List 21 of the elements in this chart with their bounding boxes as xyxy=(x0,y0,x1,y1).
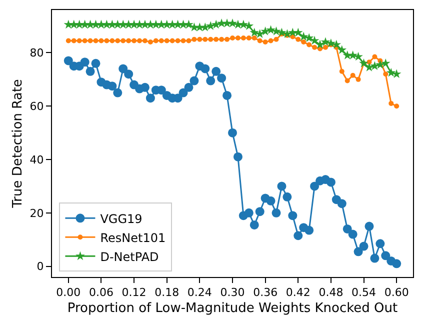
x-tick-label: 0.30 xyxy=(220,286,245,300)
y-tick-label: 0 xyxy=(36,260,44,274)
x-tick-label: 0.36 xyxy=(253,286,278,300)
y-tick-label: 20 xyxy=(30,206,44,220)
x-tick-label: 0.42 xyxy=(286,286,310,300)
x-tick-label: 0.18 xyxy=(154,286,180,300)
x-tick-label: 0.60 xyxy=(384,286,409,300)
legend-label: VGG19 xyxy=(100,212,142,226)
x-axis-title: Proportion of Low-Magnitude Weights Knocked Out xyxy=(67,300,398,316)
x-tick-label: 0.06 xyxy=(88,286,114,300)
x-tick-label: 0.54 xyxy=(352,286,376,300)
legend-label: ResNet101 xyxy=(100,230,166,245)
legend-label: D-NetPAD xyxy=(100,250,159,264)
y-tick-label: 60 xyxy=(30,100,44,113)
y-tick-label: 80 xyxy=(30,46,44,60)
y-axis-title: True Detection Rate xyxy=(10,79,26,209)
x-tick-label: 0.12 xyxy=(122,286,146,300)
y-tick-label: 40 xyxy=(30,153,44,166)
x-tick-label: 0.24 xyxy=(187,286,212,300)
x-tick-label: 0.48 xyxy=(318,286,344,300)
x-tick-label: 0.00 xyxy=(56,286,81,300)
